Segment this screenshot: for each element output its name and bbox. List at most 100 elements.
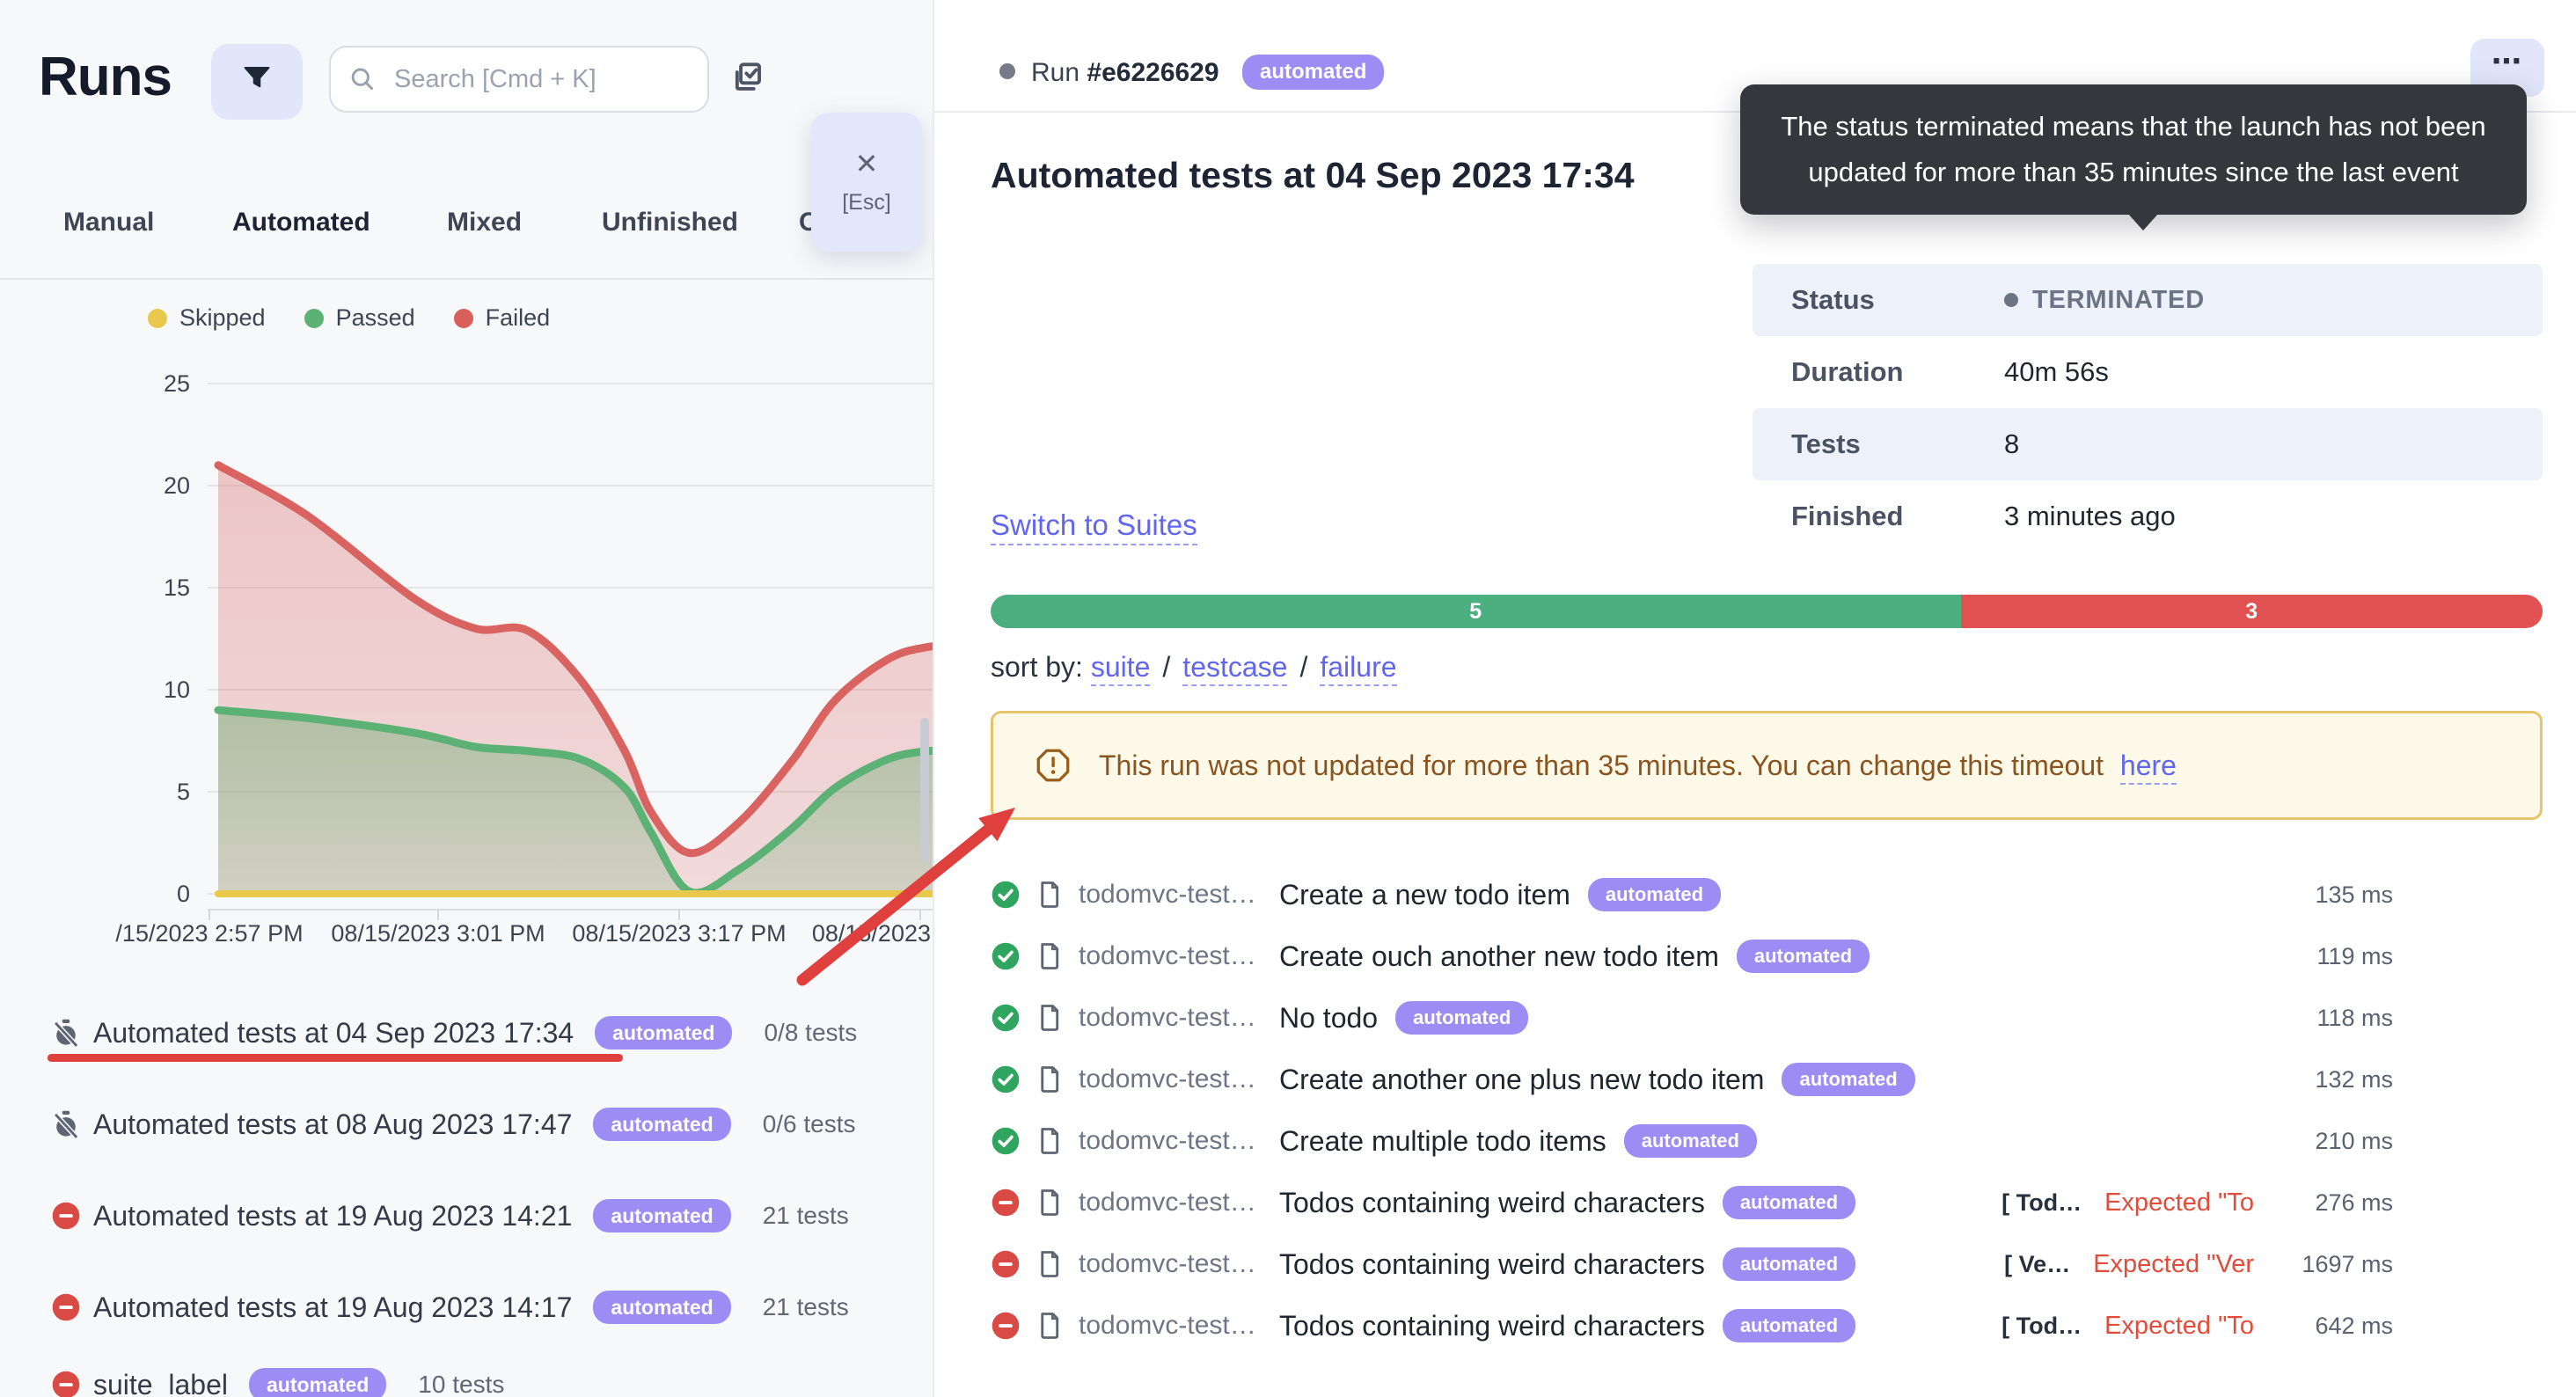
passed-icon <box>991 1003 1021 1033</box>
close-panel-button[interactable]: ✕ [Esc] <box>811 113 922 252</box>
automated-badge: automated <box>1722 1309 1856 1342</box>
svg-text:08/15/2023 3:17 PM: 08/15/2023 3:17 PM <box>572 920 786 947</box>
timeout-warning-banner: This run was not updated for more than 3… <box>991 711 2543 820</box>
svg-text:5: 5 <box>177 779 190 805</box>
tab-automated[interactable]: Automated <box>232 208 370 237</box>
run-list-item[interactable]: Automated tests at 19 Aug 2023 14:21 auto… <box>0 1186 933 1246</box>
tabs-divider <box>0 278 933 280</box>
sort-option-suite[interactable]: suite <box>1090 651 1151 686</box>
automated-badge: automated <box>593 1198 731 1233</box>
chart-legend: Skipped Passed Failed <box>148 304 550 332</box>
file-icon <box>1036 1064 1063 1094</box>
test-suite: todomvc-test… <box>1079 1188 1256 1217</box>
svg-text:10: 10 <box>164 677 190 703</box>
run-list-item[interactable]: suite_label automated 10 tests <box>0 1355 933 1397</box>
bulk-select-button[interactable] <box>725 60 767 102</box>
automated-badge: automated <box>1736 940 1870 973</box>
test-title: Create another one plus new todo item <box>1279 1063 1765 1095</box>
test-result-row[interactable]: todomvc-test… Create multiple todo items a… <box>933 1110 2393 1172</box>
run-list-item[interactable]: Automated tests at 08 Aug 2023 17:47 auto… <box>0 1094 933 1154</box>
test-error-message: Expected "To <box>2104 1188 2254 1217</box>
failed-icon <box>991 1249 1021 1279</box>
run-detail-panel: Run #e6226629 automated ⋯ Automated test… <box>933 0 2576 1397</box>
status-value: TERMINATED <box>2004 286 2543 315</box>
legend-dot <box>453 308 473 328</box>
passed-icon <box>991 1126 1021 1156</box>
stopped-icon <box>51 1370 81 1397</box>
run-id-label: Run #e6226629 <box>1031 58 1219 87</box>
summary-row-tests: Tests 8 <box>1753 408 2543 480</box>
sort-by-row: sort by: suite / testcase / failure <box>991 651 1397 686</box>
test-duration: 210 ms <box>2315 1127 2393 1154</box>
test-title: Todos containing weird characters <box>1279 1186 1705 1218</box>
run-title: Automated tests at 04 Sep 2023 17:34 <box>991 155 1635 195</box>
failed-icon <box>991 1188 1021 1218</box>
svg-text:15: 15 <box>164 574 190 601</box>
esc-shortcut-label: [Esc] <box>842 189 891 215</box>
test-duration: 1697 ms <box>2302 1250 2393 1277</box>
run-status-dot <box>999 63 1015 79</box>
sidebar-scrollbar[interactable] <box>920 718 929 862</box>
search-input[interactable] <box>391 62 690 96</box>
test-title: Create multiple todo items <box>1279 1124 1606 1157</box>
tooltip-arrow <box>2127 213 2159 230</box>
test-title: Todos containing weird characters <box>1279 1309 1705 1342</box>
run-id: #e6226629 <box>1087 58 1219 87</box>
timer-off-icon <box>51 1018 81 1048</box>
timeout-settings-link[interactable]: here <box>2119 749 2177 785</box>
legend-dot <box>304 308 324 328</box>
sort-option-failure[interactable]: failure <box>1320 651 1397 686</box>
automated-badge: automated <box>1722 1247 1856 1281</box>
test-result-row[interactable]: todomvc-test… Create ouch another new tod… <box>933 925 2393 987</box>
test-tag: [ Tod… <box>2002 1312 2082 1339</box>
test-duration: 119 ms <box>2316 942 2393 969</box>
run-summary-table: Status TERMINATED Duration 40m 56s Tests 8 Fin… <box>1753 264 2543 552</box>
test-result-row[interactable]: todomvc-test… Create another one plus new… <box>933 1049 2393 1110</box>
status-tooltip: The status terminated means that the lau… <box>1740 84 2527 230</box>
test-title: No todo <box>1279 1001 1379 1034</box>
passed-icon <box>991 941 1021 971</box>
tab-manual[interactable]: Manual <box>63 208 155 237</box>
run-test-count: 0/6 tests <box>762 1110 856 1137</box>
svg-text:25: 25 <box>164 370 190 397</box>
legend-dot <box>148 308 167 328</box>
test-tag: [ Ve… <box>2004 1250 2071 1277</box>
warning-icon <box>1036 748 1071 783</box>
warning-text: This run was not updated for more than 3… <box>1099 749 2104 781</box>
run-test-count: 0/8 tests <box>764 1019 858 1046</box>
legend-item-skipped: Skipped <box>148 304 266 332</box>
test-title: Todos containing weird characters <box>1279 1247 1705 1280</box>
switch-to-suites-link[interactable]: Switch to Suites <box>991 508 1197 545</box>
file-icon <box>1036 1249 1063 1279</box>
svg-text:0: 0 <box>177 881 190 907</box>
terminated-dot <box>2004 293 2018 307</box>
svg-text:08/15/2023: 08/15/2023 <box>812 920 931 947</box>
run-test-count: 21 tests <box>762 1202 849 1229</box>
legend-item-failed: Failed <box>453 304 550 332</box>
tab-mixed[interactable]: Mixed <box>447 208 523 237</box>
test-suite: todomvc-test… <box>1079 1003 1256 1032</box>
test-suite: todomvc-test… <box>1079 941 1256 970</box>
run-list-item[interactable]: Automated tests at 04 Sep 2023 17:34 auto… <box>0 1003 933 1063</box>
sort-option-testcase[interactable]: testcase <box>1182 651 1288 686</box>
test-suite: todomvc-test… <box>1079 1126 1256 1155</box>
automated-badge: automated <box>593 1107 731 1142</box>
test-result-row[interactable]: todomvc-test… Create a new todo item autom… <box>933 864 2393 925</box>
test-result-row[interactable]: todomvc-test… Todos containing weird char… <box>933 1172 2393 1233</box>
search-input-wrapper <box>329 46 709 113</box>
summary-row-duration: Duration 40m 56s <box>1791 356 2109 387</box>
automated-badge: automated <box>249 1367 387 1397</box>
test-result-row[interactable]: todomvc-test… Todos containing weird char… <box>933 1295 2393 1357</box>
test-suite: todomvc-test… <box>1079 1064 1256 1093</box>
results-progress-bar: 5 3 <box>991 595 2543 628</box>
file-icon <box>1036 1311 1063 1341</box>
runs-area-chart: 25 20 15 10 5 0/15/2023 2:57 PM 08/15/2023 3:0… <box>115 370 933 947</box>
search-icon <box>348 65 377 93</box>
run-list-item[interactable]: Automated tests at 19 Aug 2023 14:17 auto… <box>0 1277 933 1337</box>
tab-unfinished[interactable]: Unfinished <box>602 208 738 237</box>
test-result-row[interactable]: todomvc-test… No todo automated 118 ms <box>933 987 2393 1049</box>
file-icon <box>1036 941 1063 971</box>
summary-row-finished: Finished 3 minutes ago <box>1791 501 2176 531</box>
filter-button[interactable] <box>211 44 303 120</box>
test-result-row[interactable]: todomvc-test… Todos containing weird char… <box>933 1233 2393 1295</box>
